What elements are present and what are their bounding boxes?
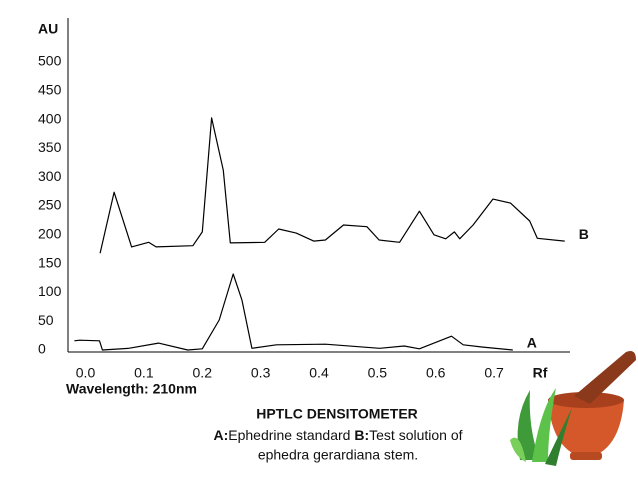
caption-key: B: — [354, 427, 369, 443]
x-tick-label: 0.1 — [134, 365, 154, 381]
subtitle: Wavelength: 210nm — [66, 381, 197, 397]
caption-text: Test solution of — [369, 427, 462, 443]
x-tick-label: 0.0 — [76, 365, 96, 381]
caption-key: A: — [213, 427, 228, 443]
x-tick-label: 0.4 — [309, 365, 329, 381]
x-tick-label: 0.3 — [251, 365, 271, 381]
y-tick-label: 350 — [38, 139, 62, 155]
y-axis-label: AU — [38, 21, 58, 37]
y-tick-label: 150 — [38, 254, 62, 270]
x-axis-label: Rf — [533, 365, 548, 381]
y-tick-label: 400 — [38, 110, 62, 126]
x-tick-label: 0.6 — [426, 365, 446, 381]
caption: A:Ephedrine standard B:Test solution of — [213, 427, 462, 443]
y-tick-label: 300 — [38, 168, 62, 184]
x-tick-label: 0.5 — [368, 365, 388, 381]
y-tick-label: 50 — [38, 312, 54, 328]
series-line — [99, 117, 565, 254]
x-tick-label: 0.7 — [484, 365, 504, 381]
caption: ephedra gerardiana stem. — [258, 447, 418, 463]
y-tick-label: 500 — [38, 53, 62, 69]
x-tick-label: 0.2 — [193, 365, 213, 381]
series-label: B — [579, 226, 589, 242]
series-line — [74, 273, 513, 351]
series-label: A — [527, 335, 537, 351]
y-tick-label: 100 — [38, 283, 62, 299]
y-tick-label: 0 — [38, 341, 46, 357]
y-tick-label: 450 — [38, 82, 62, 98]
y-tick-label: 250 — [38, 197, 62, 213]
y-tick-label: 200 — [38, 226, 62, 242]
caption-text: Ephedrine standard — [228, 427, 354, 443]
chart-title: HPTLC DENSITOMETER — [256, 406, 418, 422]
mortar-illustration — [510, 351, 636, 466]
